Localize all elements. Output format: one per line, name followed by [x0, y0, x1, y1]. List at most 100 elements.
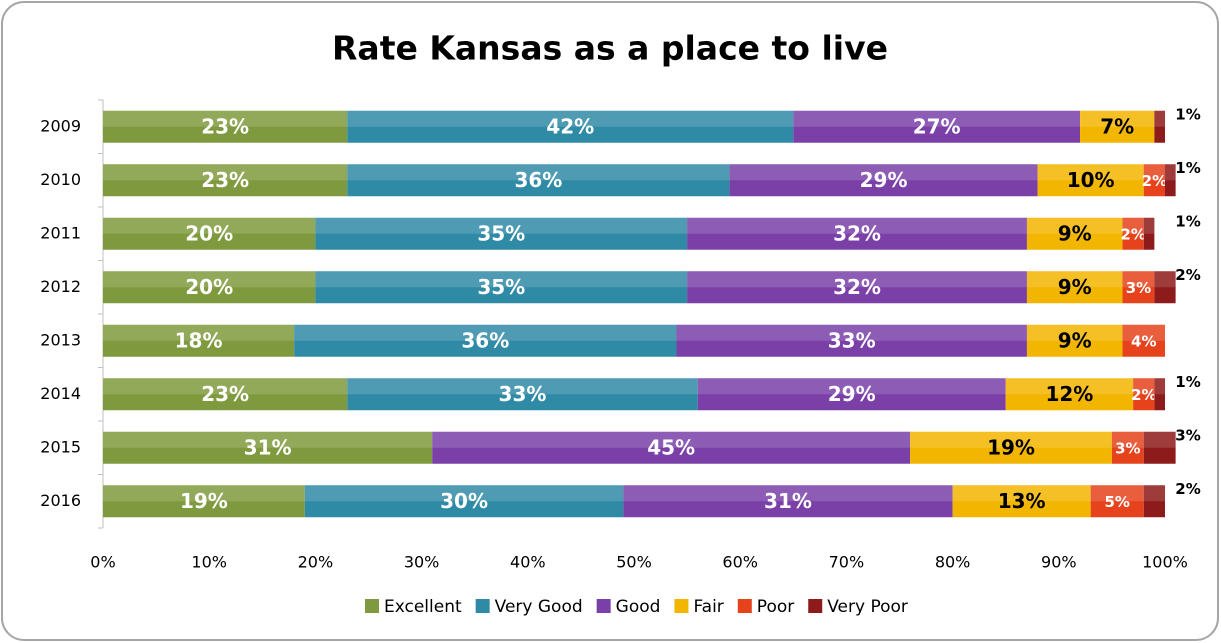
bar-highlight: [1122, 271, 1155, 288]
bar-segment: [1165, 164, 1176, 197]
data-label: 36%: [461, 328, 509, 352]
x-tick-label: 20%: [298, 553, 334, 572]
data-label: 1%: [1175, 159, 1200, 177]
bar-segment: [1154, 110, 1165, 143]
x-tick-label: 80%: [935, 553, 971, 572]
data-label: 3%: [1115, 439, 1140, 457]
bar-segment: [697, 378, 1006, 411]
data-label: 35%: [477, 221, 525, 245]
data-label: 18%: [175, 328, 223, 352]
bar-segment: [1154, 271, 1176, 304]
bar-highlight: [729, 164, 1038, 181]
bar-highlight: [1026, 271, 1123, 288]
bar-highlight: [697, 378, 1006, 395]
data-label: 2%: [1142, 172, 1167, 190]
bar-segment: [347, 110, 794, 143]
bar-highlight: [347, 378, 698, 395]
data-label: 3%: [1175, 426, 1200, 444]
bar-segment: [315, 217, 688, 250]
bar-highlight: [432, 431, 911, 448]
bar-segment: [347, 378, 698, 411]
data-label: 33%: [828, 328, 876, 352]
bar-highlight: [347, 110, 794, 127]
bar-highlight: [952, 485, 1091, 502]
bar-highlight: [1165, 164, 1176, 181]
x-tick-label: 60%: [722, 553, 758, 572]
bar-segment: [432, 431, 911, 464]
x-tick-label: 40%: [510, 553, 546, 572]
bar-highlight: [1154, 110, 1165, 127]
legend-swatch: [596, 599, 611, 613]
bar-segment: [103, 271, 316, 304]
bar-segment: [729, 164, 1038, 197]
data-label: 19%: [180, 489, 228, 513]
x-tick-label: 70%: [829, 553, 865, 572]
bar-segment: [1005, 378, 1134, 411]
bar-segment: [1143, 164, 1165, 197]
data-label: 23%: [201, 382, 249, 406]
legend-label: Excellent: [384, 597, 462, 617]
legend-swatch: [737, 599, 752, 613]
data-label: 7%: [1100, 114, 1134, 138]
bar-highlight: [304, 485, 624, 502]
x-tick-label: 50%: [616, 553, 652, 572]
data-label: 45%: [647, 435, 695, 459]
legend-swatch: [475, 599, 490, 613]
bar-segment: [793, 110, 1081, 143]
bar-segment: [294, 324, 677, 357]
bar-highlight: [103, 485, 305, 502]
bar-segment: [1111, 431, 1144, 464]
bar-segment: [1143, 485, 1165, 518]
bar-segment: [103, 485, 305, 518]
bar-segment: [1037, 164, 1144, 197]
bar-segment: [952, 485, 1091, 518]
bar-highlight: [103, 164, 348, 181]
bar-highlight: [315, 217, 688, 234]
data-label: 9%: [1058, 221, 1092, 245]
legend-swatch: [365, 599, 379, 613]
chart-title: Rate Kansas as a place to live: [332, 29, 888, 68]
data-label: 20%: [185, 275, 233, 299]
x-tick-label: 30%: [404, 553, 440, 572]
bar-highlight: [1080, 110, 1155, 127]
bar-segment: [103, 110, 348, 143]
bar-highlight: [103, 217, 316, 234]
bar-segment: [1026, 324, 1123, 357]
data-label: 2%: [1131, 386, 1156, 404]
bar-highlight: [1143, 485, 1165, 502]
bar-segment: [304, 485, 624, 518]
bar-segment: [1122, 271, 1155, 304]
bar-highlight: [315, 271, 688, 288]
legend-label: Fair: [693, 597, 723, 617]
bar-segment: [1122, 217, 1144, 250]
bar-highlight: [687, 271, 1027, 288]
bar-segment: [1143, 431, 1176, 464]
bar-highlight: [910, 431, 1112, 448]
data-label: 35%: [477, 275, 525, 299]
bar-segment: [687, 271, 1027, 304]
data-label: 2%: [1175, 480, 1200, 498]
bar-segment: [1122, 324, 1165, 357]
bar-highlight: [103, 271, 316, 288]
bar-highlight: [347, 164, 730, 181]
bar-highlight: [103, 431, 433, 448]
bar-segment: [103, 217, 316, 250]
bar-segment: [1154, 378, 1165, 411]
bar-segment: [315, 271, 688, 304]
bar-segment: [910, 431, 1112, 464]
data-label: 33%: [499, 382, 547, 406]
data-label: 19%: [987, 435, 1035, 459]
bar-highlight: [1005, 378, 1134, 395]
bar-highlight: [1026, 217, 1123, 234]
x-tick-label: 90%: [1041, 553, 1077, 572]
bar-highlight: [1026, 324, 1123, 341]
bar-highlight: [1154, 378, 1165, 395]
y-tick-label: 2016: [40, 491, 81, 510]
bar-segment: [103, 378, 348, 411]
bar-highlight: [103, 324, 295, 341]
data-label: 10%: [1067, 168, 1115, 192]
data-label: 30%: [440, 489, 488, 513]
legend-label: Very Poor: [827, 597, 908, 617]
